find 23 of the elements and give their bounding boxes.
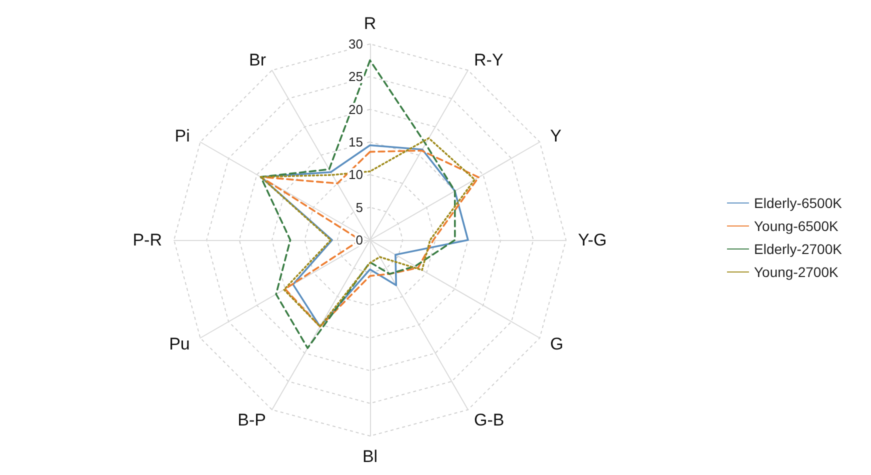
legend-label: Elderly-6500K: [754, 195, 843, 211]
y-tick-label: 0: [356, 232, 363, 248]
spoke-label: Bl: [362, 447, 378, 466]
spoke-label: B-P: [238, 410, 266, 430]
spoke-label: Y: [550, 126, 562, 146]
legend-label: Elderly-2700K: [754, 241, 843, 257]
spoke-label: G: [550, 334, 564, 354]
y-tick-label: 20: [348, 102, 363, 117]
spoke-label: Pu: [169, 334, 190, 354]
y-tick-label: 10: [348, 167, 363, 182]
spoke-label: P-R: [132, 230, 162, 250]
y-tick-label: 30: [348, 36, 363, 52]
spoke-label: Pi: [174, 126, 190, 146]
legend-label: Young-6500K: [754, 218, 840, 234]
spoke-label: R-Y: [474, 50, 504, 70]
spoke-label: R: [364, 14, 376, 33]
spoke-label: Br: [249, 50, 266, 70]
legend-label: Young-2700K: [754, 264, 840, 280]
y-tick-label: 5: [356, 200, 363, 215]
spoke-label: Y-G: [578, 230, 607, 250]
y-tick-label: 25: [348, 69, 363, 84]
spoke-label: G-B: [474, 410, 504, 430]
y-tick-label: 15: [348, 134, 363, 150]
